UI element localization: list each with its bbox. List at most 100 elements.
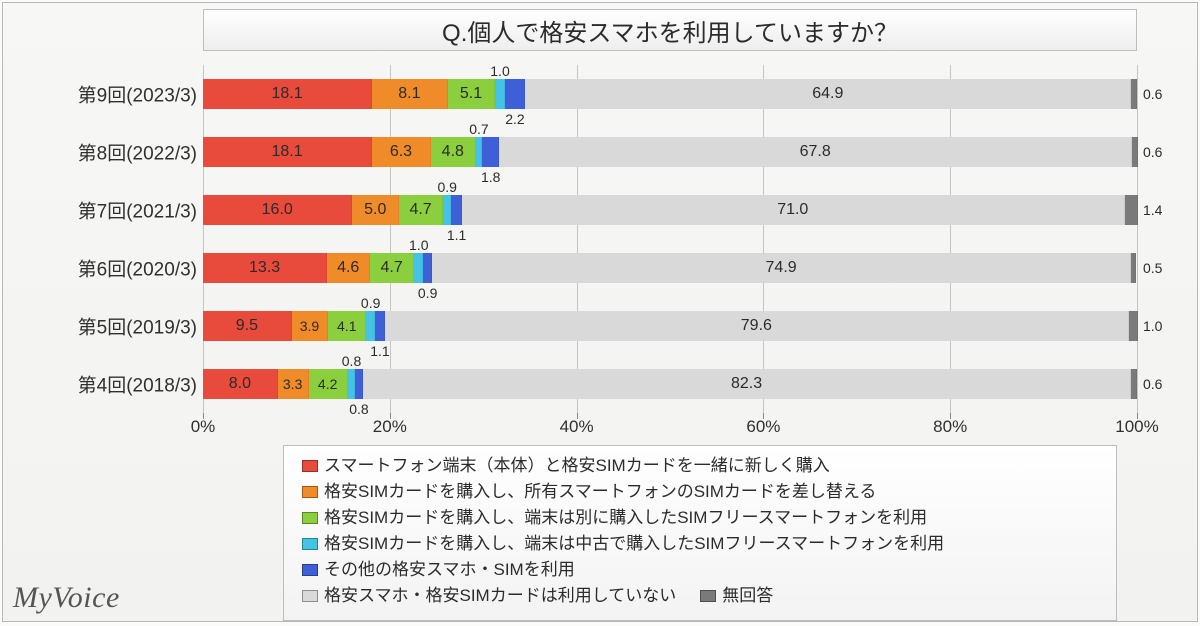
legend-swatch <box>302 564 318 576</box>
bar-segment <box>451 195 461 225</box>
legend-item: 無回答 <box>700 584 773 609</box>
legend-swatch <box>302 590 318 602</box>
x-axis-label: 80% <box>933 417 967 437</box>
x-axis-label: 60% <box>746 417 780 437</box>
bar-segment <box>1129 311 1138 341</box>
x-axis-label: 40% <box>560 417 594 437</box>
bar-segment <box>1131 253 1136 283</box>
row-label: 第7回(2021/3) <box>21 197 197 224</box>
bar-segment: 13.3 <box>203 253 327 283</box>
bar-row: 第7回(2021/3)16.05.04.70.91.171.01.4 <box>203 181 1137 239</box>
value-callout: 0.9 <box>361 295 380 311</box>
stacked-bar: 18.16.34.80.71.867.80.6 <box>203 137 1137 167</box>
value-label: 1.4 <box>1143 202 1162 218</box>
x-axis-label: 100% <box>1115 417 1158 437</box>
value-callout: 1.0 <box>409 237 428 253</box>
bar-segment <box>1125 195 1138 225</box>
bar-segment: 82.3 <box>363 369 1132 399</box>
bar-row: 第6回(2020/3)13.34.64.71.00.974.90.5 <box>203 239 1137 297</box>
bar-segment: 4.7 <box>399 195 443 225</box>
legend-label: スマートフォン端末（本体）と格安SIMカードを一緒に新しく購入 <box>324 454 830 479</box>
row-label: 第6回(2020/3) <box>21 255 197 282</box>
bar-segment: 18.1 <box>203 137 372 167</box>
value-label: 0.6 <box>1143 376 1162 392</box>
legend-label: 格安SIMカードを購入し、所有スマートフォンのSIMカードを差し替える <box>324 480 876 505</box>
bar-row: 第9回(2023/3)18.18.15.11.02.264.90.6 <box>203 65 1137 123</box>
legend-swatch <box>302 512 318 524</box>
bar-segment: 18.1 <box>203 79 372 109</box>
stacked-bar: 18.18.15.11.02.264.90.6 <box>203 79 1137 109</box>
plot-area: 0%20%40%60%80%100%第9回(2023/3)18.18.15.11… <box>203 65 1137 413</box>
bar-segment: 6.3 <box>372 137 431 167</box>
chart-title: Q.個人で格安スマホを利用していますか？ <box>203 9 1137 51</box>
bar-segment <box>495 79 504 109</box>
legend-label: 格安スマホ・格安SIMカードは利用していない <box>324 584 676 609</box>
bar-segment <box>1131 79 1137 109</box>
value-callout: 1.0 <box>490 63 509 79</box>
legend-item: スマートフォン端末（本体）と格安SIMカードを一緒に新しく購入 <box>302 454 830 479</box>
bar-segment: 4.7 <box>370 253 414 283</box>
bar-segment: 3.3 <box>278 369 309 399</box>
bar-segment: 67.8 <box>499 137 1132 167</box>
stacked-bar: 9.53.94.10.91.179.61.0 <box>203 311 1137 341</box>
bar-segment: 9.5 <box>203 311 292 341</box>
row-label: 第9回(2023/3) <box>21 81 197 108</box>
value-label: 0.6 <box>1143 144 1162 160</box>
bar-segment <box>443 195 451 225</box>
gridline <box>1137 65 1138 413</box>
bar-segment <box>423 253 431 283</box>
x-axis-label: 20% <box>373 417 407 437</box>
bar-segment: 4.2 <box>309 369 348 399</box>
bar-segment: 74.9 <box>432 253 1132 283</box>
bar-segment: 16.0 <box>203 195 352 225</box>
row-label: 第5回(2019/3) <box>21 313 197 340</box>
legend-item: 格安SIMカードを購入し、端末は中古で購入したSIMフリースマートフォンを利用 <box>302 532 944 557</box>
legend-swatch <box>302 486 318 498</box>
bar-row: 第4回(2018/3)8.03.34.20.80.882.30.6 <box>203 355 1137 413</box>
chart-frame: Q.個人で格安スマホを利用していますか？ 0% 20% 40% 60% 80% 100% 第… <box>2 2 1198 622</box>
legend-swatch <box>700 590 716 602</box>
legend-swatch <box>302 538 318 550</box>
legend-item: その他の格安スマホ・SIMを利用 <box>302 558 575 583</box>
legend: スマートフォン端末（本体）と格安SIMカードを一緒に新しく購入格安SIMカードを… <box>283 445 1117 621</box>
bar-segment: 79.6 <box>385 311 1128 341</box>
legend-item: 格安SIMカードを購入し、所有スマートフォンのSIMカードを差し替える <box>302 480 876 505</box>
x-axis-label: 0% <box>191 417 216 437</box>
bar-segment: 71.0 <box>462 195 1125 225</box>
bar-segment: 3.9 <box>292 311 328 341</box>
legend-item: 格安スマホ・格安SIMカードは利用していない <box>302 584 676 609</box>
legend-label: その他の格安スマホ・SIMを利用 <box>324 558 575 583</box>
bar-segment <box>414 253 423 283</box>
value-callout: 0.8 <box>342 353 361 369</box>
stacked-bar: 16.05.04.70.91.171.01.4 <box>203 195 1137 225</box>
bar-segment <box>476 137 483 167</box>
value-callout: 0.7 <box>469 121 488 137</box>
row-label: 第8回(2022/3) <box>21 139 197 166</box>
bar-segment <box>482 137 499 167</box>
bar-segment: 4.8 <box>431 137 476 167</box>
bar-segment: 8.0 <box>203 369 278 399</box>
legend-label: 無回答 <box>722 584 773 609</box>
value-label: 1.0 <box>1143 318 1162 334</box>
bar-segment <box>1131 369 1137 399</box>
value-label: 0.5 <box>1143 260 1162 276</box>
bar-row: 第5回(2019/3)9.53.94.10.91.179.61.0 <box>203 297 1137 355</box>
stacked-bar: 8.03.34.20.80.882.30.6 <box>203 369 1137 399</box>
value-label: 0.6 <box>1143 86 1162 102</box>
bar-segment <box>355 369 362 399</box>
stacked-bar: 13.34.64.71.00.974.90.5 <box>203 253 1137 283</box>
bar-segment <box>505 79 526 109</box>
row-label: 第4回(2018/3) <box>21 371 197 398</box>
bar-segment <box>348 369 355 399</box>
bar-segment: 8.1 <box>372 79 448 109</box>
bar-segment: 4.1 <box>328 311 366 341</box>
legend-item: 格安SIMカードを購入し、端末は別に購入したSIMフリースマートフォンを利用 <box>302 506 927 531</box>
value-callout: 0.8 <box>349 401 368 417</box>
bar-segment: 4.6 <box>327 253 370 283</box>
bar-segment: 64.9 <box>525 79 1131 109</box>
legend-label: 格安SIMカードを購入し、端末は中古で購入したSIMフリースマートフォンを利用 <box>324 532 944 557</box>
value-callout: 0.9 <box>438 179 457 195</box>
bar-segment <box>375 311 385 341</box>
legend-label: 格安SIMカードを購入し、端末は別に購入したSIMフリースマートフォンを利用 <box>324 506 927 531</box>
bar-segment: 5.1 <box>448 79 496 109</box>
